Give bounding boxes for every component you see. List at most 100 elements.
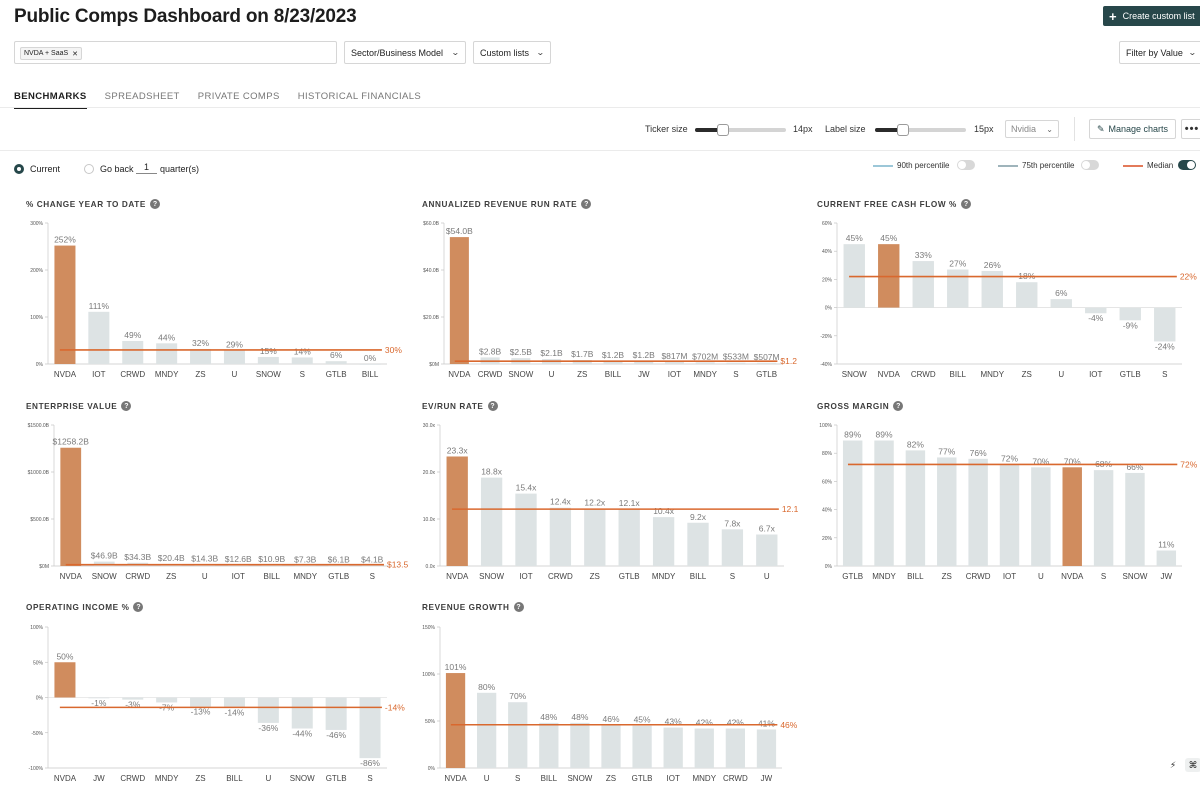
y-tick-label: 10.0x bbox=[423, 517, 436, 523]
chart-title-text: EV/RUN RATE bbox=[422, 401, 484, 411]
x-tick-label: JW bbox=[638, 370, 650, 379]
controls-divider bbox=[0, 150, 1200, 151]
x-tick-label: NVDA bbox=[448, 370, 471, 379]
bar-iot bbox=[515, 493, 537, 566]
data-label: $46.9B bbox=[91, 551, 118, 561]
chart-title-text: ENTERPRISE VALUE bbox=[26, 401, 118, 411]
help-icon[interactable]: ? bbox=[893, 401, 904, 411]
median-toggle[interactable] bbox=[1178, 160, 1196, 170]
data-label: $2.5B bbox=[510, 347, 533, 357]
bar-mndy bbox=[981, 270, 1003, 308]
x-tick-label: CRWD bbox=[966, 572, 991, 581]
data-label: 45% bbox=[880, 233, 897, 243]
help-icon[interactable]: ? bbox=[133, 602, 144, 612]
x-tick-label: SNOW bbox=[479, 572, 504, 581]
bar-s bbox=[726, 362, 746, 364]
bar-jw bbox=[1156, 550, 1177, 566]
data-label: 7.8x bbox=[724, 518, 741, 528]
chart-fcf: -40% -20% 0% 20% 40% 60% 45% SNOW 45% NVDA 33% CRWD… bbox=[820, 221, 1197, 379]
help-icon[interactable]: ? bbox=[581, 199, 592, 209]
bar-zs bbox=[937, 457, 957, 566]
data-label: $14.3B bbox=[191, 554, 218, 564]
x-tick-label: GTLB bbox=[619, 572, 640, 581]
manage-charts-button[interactable]: ✎ Manage charts bbox=[1089, 119, 1176, 139]
ticker-size-slider[interactable] bbox=[695, 124, 786, 136]
data-label: 46% bbox=[602, 714, 619, 724]
bar-crwd bbox=[968, 458, 988, 566]
chart-revenue-run-rate: $0M $20.0B $40.0B $60.0B $54.0B NVDA $2.8B CRWD… bbox=[423, 221, 797, 379]
sector-dropdown[interactable]: Sector/Business Model ⌄ bbox=[344, 41, 466, 64]
data-label: 45% bbox=[634, 715, 651, 725]
highlight-company-select[interactable]: Nvidia ⌄ bbox=[1005, 120, 1059, 138]
data-label: -44% bbox=[292, 729, 312, 739]
x-tick-label: S bbox=[300, 370, 305, 379]
more-options-button[interactable]: ••• bbox=[1181, 119, 1200, 139]
data-label: $2.1B bbox=[540, 348, 563, 358]
data-label: 33% bbox=[915, 250, 932, 260]
quarters-input[interactable]: 1 bbox=[136, 162, 157, 174]
label-size-slider[interactable] bbox=[875, 124, 966, 136]
ticker-size-thumb[interactable] bbox=[717, 124, 730, 136]
remove-chip-icon[interactable]: ✕ bbox=[72, 50, 79, 58]
y-tick-label: 40% bbox=[822, 508, 833, 514]
toolbar-divider bbox=[1074, 117, 1075, 141]
filter-input[interactable]: NVDA + SaaS ✕ bbox=[14, 41, 337, 64]
tab-historical-financials[interactable]: HISTORICAL FINANCIALS bbox=[297, 91, 422, 102]
x-tick-label: ZS bbox=[166, 572, 176, 581]
tab-spreadsheet[interactable]: SPREADSHEET bbox=[104, 91, 180, 102]
y-tick-label: $20.0B bbox=[423, 315, 440, 321]
chart-title-ev-run-rate: EV/RUN RATE? bbox=[422, 401, 498, 411]
x-tick-label: IOT bbox=[1003, 572, 1016, 581]
filter-by-value-dropdown[interactable]: Filter by Value ⌄ bbox=[1119, 41, 1200, 64]
y-tick-label: 0.0x bbox=[426, 564, 436, 570]
x-tick-label: GTLB bbox=[326, 370, 347, 379]
data-label: 15% bbox=[260, 346, 277, 356]
current-radio[interactable] bbox=[14, 164, 24, 174]
x-tick-label: GTLB bbox=[328, 572, 349, 581]
chart-title-gross-margin: GROSS MARGIN? bbox=[817, 401, 904, 411]
data-label: 32% bbox=[192, 338, 209, 348]
go-back-radio[interactable] bbox=[84, 164, 94, 174]
bar-bill bbox=[359, 364, 381, 365]
help-icon[interactable]: ? bbox=[487, 401, 498, 411]
x-tick-label: CRWD bbox=[120, 370, 145, 379]
median-value-label: 72% bbox=[1180, 459, 1197, 469]
bar-gtlb bbox=[1119, 307, 1141, 321]
x-tick-label: U bbox=[202, 572, 208, 581]
custom-lists-dropdown[interactable]: Custom lists ⌄ bbox=[473, 41, 551, 64]
y-tick-label: 200% bbox=[30, 268, 43, 274]
y-tick-label: 100% bbox=[30, 315, 43, 321]
y-tick-label: $1500.0B bbox=[28, 423, 50, 429]
help-icon[interactable]: ? bbox=[121, 401, 132, 411]
p75-toggle[interactable] bbox=[1081, 160, 1099, 170]
x-tick-label: BILL bbox=[541, 774, 558, 783]
help-icon[interactable]: ? bbox=[513, 602, 524, 612]
data-label: $1258.2B bbox=[53, 437, 90, 447]
chart-title-operating-income: OPERATING INCOME %? bbox=[26, 602, 144, 612]
tab-benchmarks[interactable]: BENCHMARKS bbox=[14, 91, 87, 109]
y-tick-label: $0M bbox=[429, 362, 439, 368]
help-icon[interactable]: ? bbox=[960, 199, 971, 209]
p75-legend-line bbox=[998, 165, 1018, 167]
y-tick-label: -100% bbox=[29, 766, 44, 772]
bar-gtlb bbox=[325, 361, 347, 364]
manage-charts-label: Manage charts bbox=[1108, 124, 1169, 134]
x-tick-label: NVDA bbox=[54, 370, 77, 379]
help-icon[interactable]: ? bbox=[149, 199, 160, 209]
custom-lists-label: Custom lists bbox=[480, 47, 530, 58]
lightning-icon[interactable]: ⚡ bbox=[1169, 759, 1177, 770]
p90-toggle[interactable] bbox=[957, 160, 975, 170]
bar-nvda bbox=[446, 456, 468, 566]
create-custom-list-button[interactable]: + Create custom list bbox=[1103, 6, 1200, 26]
data-label: 9.2x bbox=[690, 512, 707, 522]
data-label: 70% bbox=[1032, 456, 1049, 466]
tab-private-comps[interactable]: PRIVATE COMPS bbox=[197, 91, 280, 102]
bar-iot bbox=[88, 311, 110, 364]
data-label: 66% bbox=[1126, 462, 1143, 472]
chart-ytd-change: 0% 100% 200% 300% 252% NVDA 111% IOT 49% CRWD 44% M… bbox=[30, 221, 402, 379]
bar-nvda bbox=[449, 237, 469, 364]
bar-u bbox=[1031, 467, 1051, 566]
label-size-thumb[interactable] bbox=[897, 124, 910, 136]
command-icon[interactable]: ⌘ bbox=[1185, 758, 1200, 772]
data-label: 48% bbox=[571, 712, 588, 722]
